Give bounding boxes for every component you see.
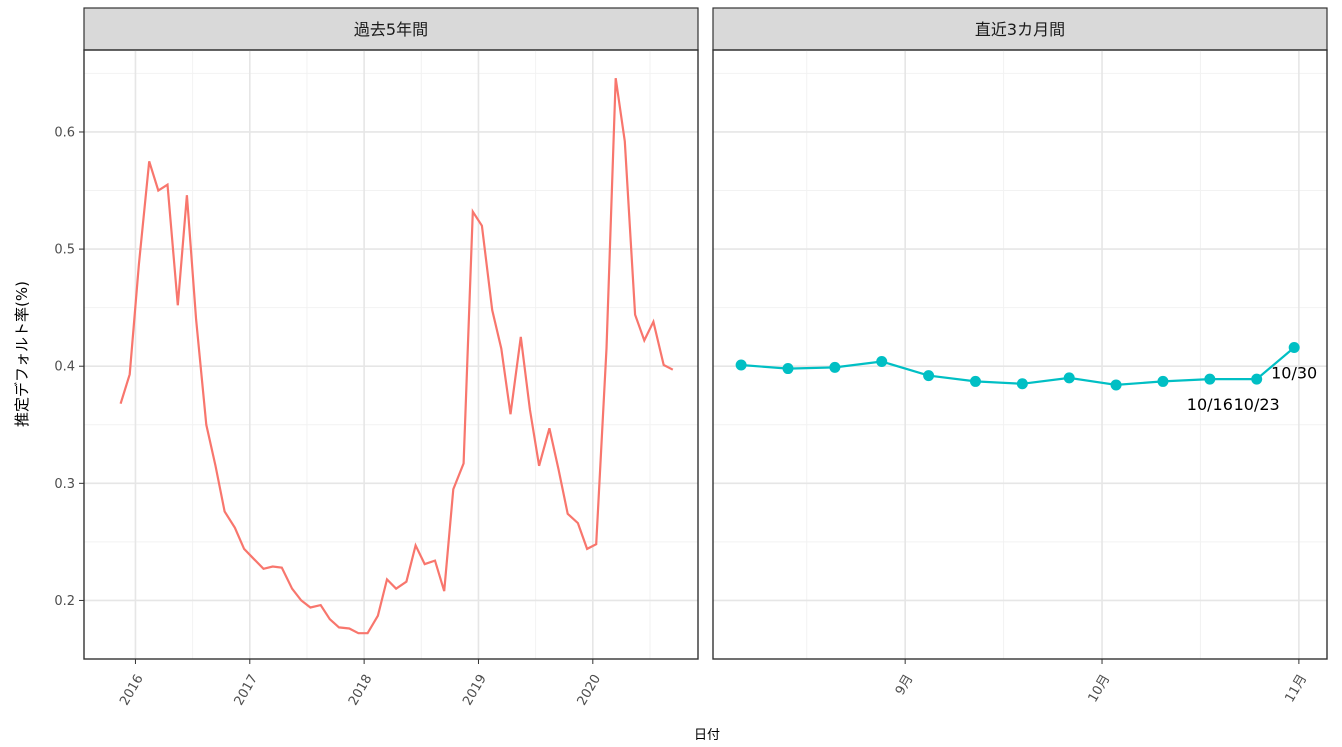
x-tick-label: 11月 bbox=[1282, 672, 1310, 705]
panel-border bbox=[712, 49, 1328, 660]
strip-background bbox=[712, 7, 1328, 51]
data-point bbox=[923, 370, 935, 382]
point-label: 10/30 bbox=[1271, 363, 1317, 382]
y-axis: 0.2 0.3 0.4 0.5 0.6 bbox=[54, 125, 84, 609]
data-point bbox=[1016, 378, 1028, 390]
data-point bbox=[735, 359, 747, 371]
point-label: 10/23 bbox=[1234, 395, 1280, 414]
x-tick-label: 2020 bbox=[575, 672, 605, 708]
x-axis: 2016 2017 2018 2019 2020 bbox=[117, 659, 604, 708]
y-tick-label: 0.5 bbox=[54, 243, 75, 258]
x-axis: 9月 10月 11月 bbox=[893, 659, 1310, 705]
data-point bbox=[1251, 373, 1263, 385]
panel-past-5-years: 過去5年間 2016 2017 2018 2019 2020 bbox=[83, 7, 699, 708]
panel-title: 過去5年間 bbox=[354, 20, 428, 39]
series-line bbox=[119, 77, 674, 635]
y-tick-label: 0.3 bbox=[54, 477, 75, 492]
y-tick-label: 0.2 bbox=[54, 594, 75, 609]
x-axis-title: 日付 bbox=[694, 728, 720, 743]
data-point bbox=[1204, 373, 1216, 385]
data-point bbox=[1288, 341, 1300, 353]
x-tick-label: 2018 bbox=[346, 672, 376, 708]
data-point bbox=[1157, 375, 1169, 387]
point-labels: 10/16 10/23 10/30 bbox=[1187, 363, 1317, 414]
panel-recent-3-months: 直近3カ月間 10/16 10/23 10/30 9月 10月 11月 bbox=[712, 7, 1328, 705]
x-tick-label: 2016 bbox=[117, 672, 147, 708]
panel-border bbox=[83, 49, 699, 660]
y-tick-label: 0.4 bbox=[54, 360, 75, 375]
panel-title: 直近3カ月間 bbox=[975, 20, 1065, 39]
data-point bbox=[969, 375, 981, 387]
x-tick-label: 10月 bbox=[1086, 672, 1114, 705]
x-tick-label: 2019 bbox=[460, 672, 490, 708]
data-point bbox=[1063, 372, 1075, 384]
data-point bbox=[782, 363, 794, 375]
x-tick-label: 9月 bbox=[893, 672, 917, 698]
series-points bbox=[735, 341, 1300, 391]
point-label: 10/16 bbox=[1187, 395, 1233, 414]
y-axis-title: 推定デフォルト率(%) bbox=[13, 281, 31, 427]
strip-background bbox=[83, 7, 699, 51]
data-point bbox=[1110, 379, 1122, 391]
x-tick-label: 2017 bbox=[232, 672, 262, 708]
data-point bbox=[829, 361, 841, 373]
data-point bbox=[876, 356, 888, 368]
grid bbox=[713, 50, 1327, 660]
y-tick-label: 0.6 bbox=[54, 125, 75, 140]
